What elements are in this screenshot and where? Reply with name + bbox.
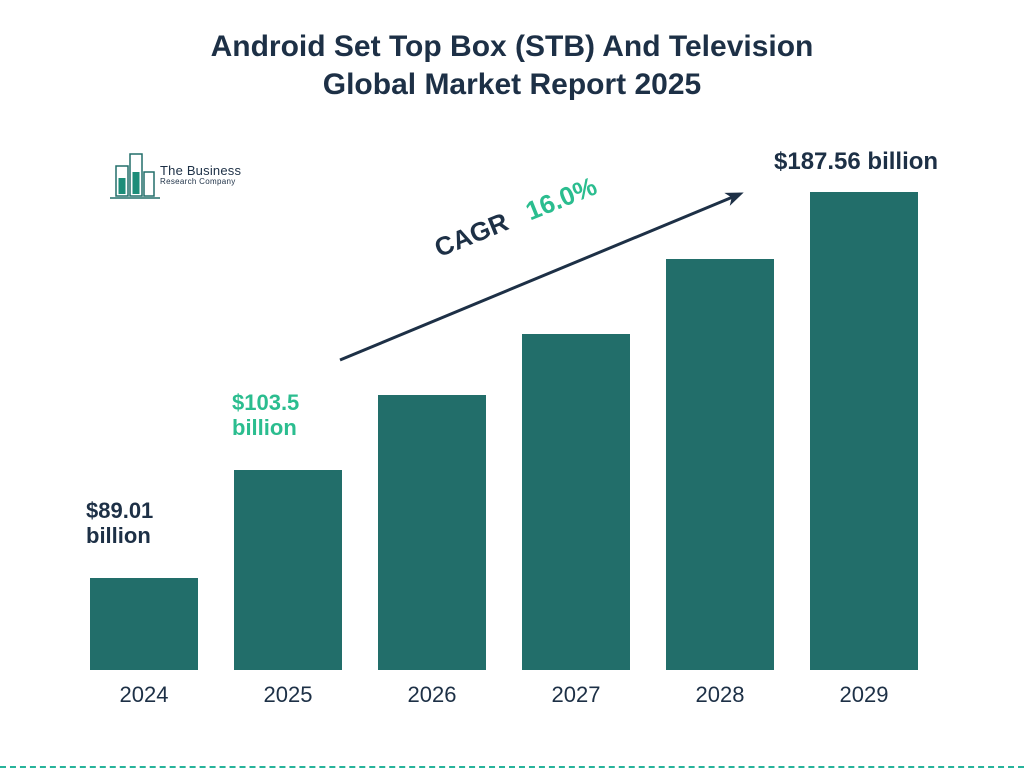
- page-root: Android Set Top Box (STB) And Television…: [0, 0, 1024, 768]
- value-label-2024: $89.01 billion: [86, 498, 153, 549]
- value-2025-line2: billion: [232, 415, 297, 440]
- xlabel-2028: 2028: [666, 682, 774, 708]
- value-label-2025: $103.5 billion: [232, 390, 299, 441]
- title-line2: Global Market Report 2025: [323, 68, 701, 101]
- bar-2025: [234, 470, 342, 670]
- title-line1: Android Set Top Box (STB) And Television: [211, 30, 814, 63]
- bar-2024: [90, 578, 198, 670]
- chart-title: Android Set Top Box (STB) And Television…: [0, 28, 1024, 103]
- value-label-2029: $187.56 billion: [774, 148, 938, 176]
- xlabel-2026: 2026: [378, 682, 486, 708]
- value-2029-text: $187.56 billion: [774, 148, 938, 175]
- value-2024-line1: $89.01: [86, 498, 153, 523]
- bar-2029: [810, 192, 918, 670]
- xlabel-2029: 2029: [810, 682, 918, 708]
- xlabel-2025: 2025: [234, 682, 342, 708]
- xlabel-2027: 2027: [522, 682, 630, 708]
- value-2025-line1: $103.5: [232, 390, 299, 415]
- bar-2027: [522, 334, 630, 670]
- bar-2026: [378, 395, 486, 670]
- xlabel-2024: 2024: [90, 682, 198, 708]
- value-2024-line2: billion: [86, 523, 151, 548]
